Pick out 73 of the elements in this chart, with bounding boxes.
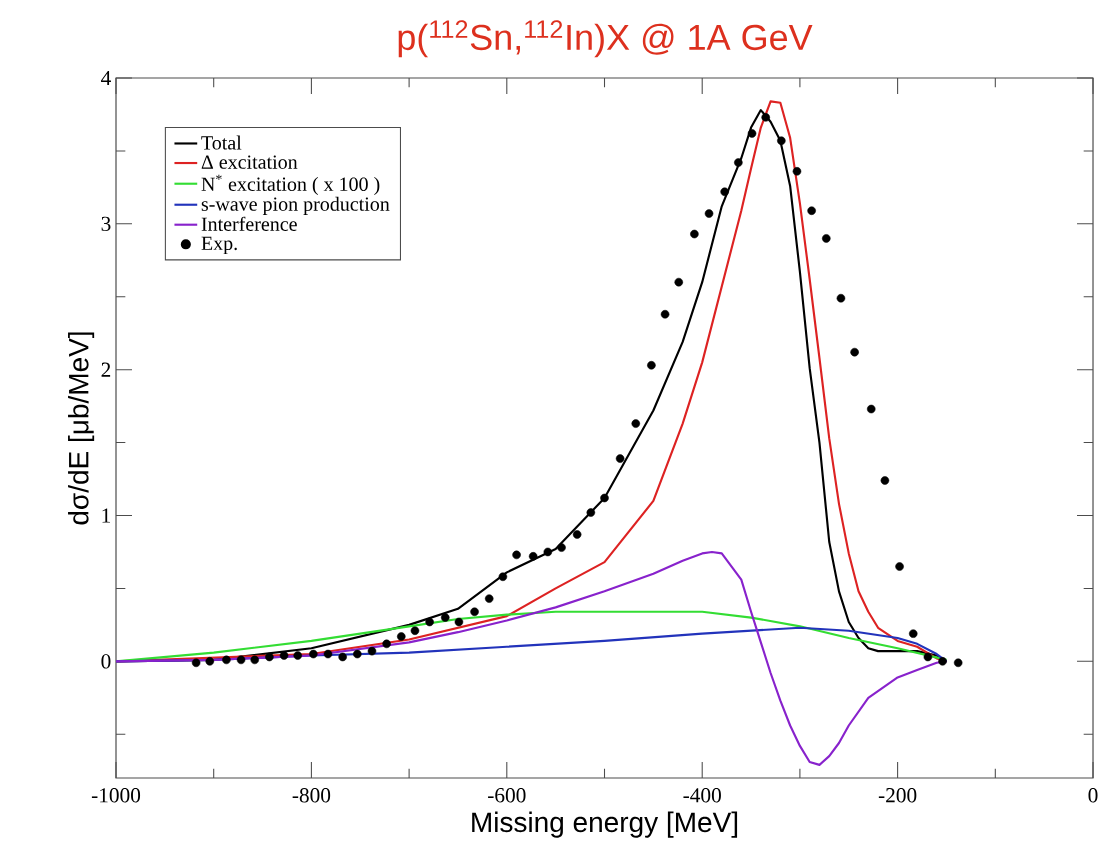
point <box>205 657 215 666</box>
point <box>807 206 816 215</box>
point <box>543 547 553 557</box>
point <box>397 632 406 641</box>
point <box>250 655 260 665</box>
point <box>953 658 963 668</box>
point <box>704 209 714 218</box>
point <box>484 594 494 603</box>
point <box>647 361 656 370</box>
point <box>353 649 362 659</box>
point <box>470 607 479 617</box>
point <box>236 655 246 665</box>
point <box>938 657 947 666</box>
y-tick-label: 4 <box>101 70 111 86</box>
y-tick-label: 1 <box>102 508 111 523</box>
legend-label: s-wave pion production <box>201 196 390 215</box>
point <box>923 652 933 662</box>
point <box>323 649 333 659</box>
point <box>586 508 596 517</box>
legend-label: Interference <box>201 216 297 231</box>
legend-label: N$^{*}$ excitation ( x 100 ) <box>201 174 380 196</box>
point <box>660 309 670 319</box>
point <box>792 167 802 176</box>
point <box>836 293 846 303</box>
legend-label: Δ excitation <box>201 155 298 169</box>
point <box>382 639 391 649</box>
legend-label: Exp. <box>201 236 237 255</box>
point <box>498 572 508 582</box>
point <box>512 550 521 560</box>
point <box>440 613 450 622</box>
point <box>528 552 538 561</box>
y-tick-label: 0 <box>101 654 111 669</box>
point <box>747 129 757 138</box>
point <box>410 626 420 635</box>
x-axis-title: Missing energy [MeV] <box>472 811 738 838</box>
point <box>600 493 609 503</box>
point <box>338 652 347 662</box>
point <box>293 651 302 660</box>
point <box>309 649 318 659</box>
x-tick-label: -200 <box>878 788 917 803</box>
point <box>615 454 625 463</box>
legend-label: Total <box>201 135 242 150</box>
point <box>557 543 566 552</box>
x-tick-label: 0 <box>1088 788 1098 803</box>
x-tick-label: -400 <box>683 788 721 803</box>
point <box>222 655 231 665</box>
x-tick-label: -800 <box>292 788 331 803</box>
point <box>454 617 464 627</box>
point <box>674 277 684 287</box>
point <box>734 158 743 167</box>
y-axis-title: dσ/dE [μb/MeV] <box>68 332 95 525</box>
point <box>761 113 770 122</box>
point <box>265 652 274 662</box>
point <box>895 562 904 571</box>
point <box>690 229 699 239</box>
point <box>191 658 201 668</box>
point <box>572 530 582 539</box>
x-tick-label: -600 <box>488 788 526 803</box>
point <box>908 629 918 638</box>
point <box>279 651 289 660</box>
point <box>866 404 876 414</box>
y-tick-label: 3 <box>101 216 111 231</box>
point <box>425 617 434 627</box>
point <box>720 187 729 197</box>
point <box>880 476 890 485</box>
chart-title: p($^{112}$Sn,$^{112}$In)X @ 1A GeV <box>398 20 813 58</box>
point <box>367 646 377 656</box>
point <box>822 234 831 243</box>
x-tick-label: -1000 <box>91 788 141 803</box>
point <box>631 419 641 428</box>
point <box>850 347 859 357</box>
point <box>777 136 786 145</box>
y-tick-label: 2 <box>101 362 111 377</box>
